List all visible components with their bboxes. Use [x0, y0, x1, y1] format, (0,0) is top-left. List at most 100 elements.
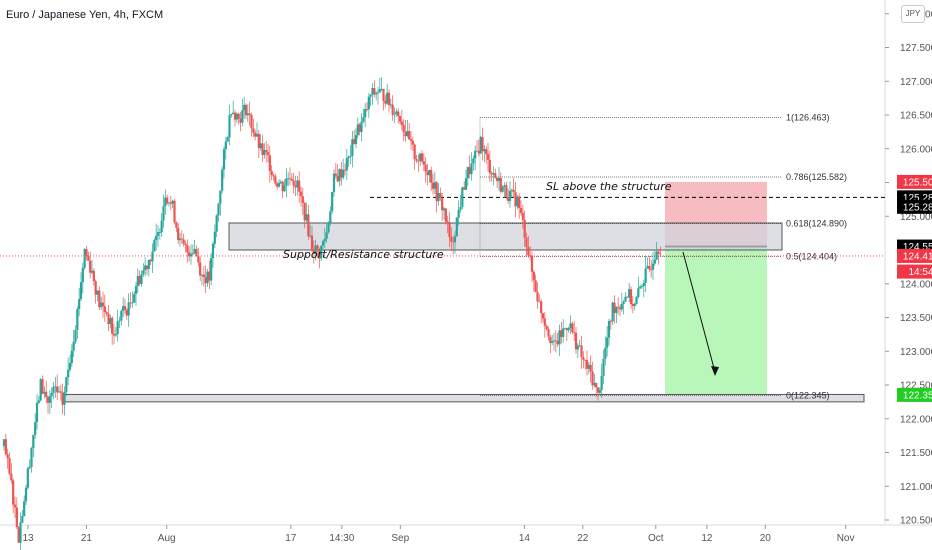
candle-body — [105, 312, 108, 314]
candle-body — [151, 251, 154, 262]
candle-body — [635, 296, 638, 304]
candle-body — [351, 139, 354, 157]
candle-body — [243, 104, 246, 111]
y-tick-label: 122.500 — [900, 381, 932, 392]
candle-body — [578, 345, 581, 347]
currency-button[interactable]: JPY — [901, 5, 925, 23]
candle-body — [118, 320, 121, 322]
candle-body — [521, 212, 524, 220]
candle-body — [268, 155, 271, 171]
resistance-zone — [228, 222, 783, 251]
candle-body — [642, 282, 645, 286]
fib-level-label: 0.5(124.404) — [786, 251, 837, 261]
y-tick-label: 121.000 — [900, 482, 932, 493]
candle-body — [180, 238, 183, 240]
candle-body — [595, 382, 598, 388]
candle-body — [305, 214, 308, 221]
candle-body — [188, 252, 191, 257]
candle-body — [321, 241, 325, 246]
candle-body — [136, 275, 139, 287]
candle-body — [43, 391, 46, 394]
candle-body — [175, 222, 178, 228]
y-tick-label: 125.000 — [900, 212, 932, 223]
candle-body — [589, 364, 592, 372]
candle-body — [602, 358, 605, 376]
y-tick-label: 127.000 — [900, 77, 932, 88]
candle-body — [516, 196, 519, 207]
candle-body — [316, 245, 319, 250]
candle-body — [406, 131, 409, 137]
candle-body — [486, 154, 490, 160]
candle-body — [314, 245, 317, 254]
candle-body — [250, 114, 253, 129]
candle-body — [380, 88, 383, 90]
candle-body — [422, 161, 425, 165]
candle-body — [219, 190, 222, 204]
candle-body — [604, 347, 607, 359]
candle-body — [4, 439, 7, 455]
candle-body — [573, 332, 576, 333]
fib-level-label: 1(126.463) — [786, 112, 830, 122]
candle-body — [134, 286, 138, 294]
candle-body — [593, 382, 596, 386]
candle-body — [103, 306, 106, 313]
candle-body — [659, 253, 662, 255]
candle-body — [510, 189, 513, 191]
candle-body — [364, 109, 367, 118]
candle-body — [318, 249, 321, 259]
structure-annotation: Support/Resistance structure — [283, 248, 444, 261]
price-badge-label: 14:54 — [908, 267, 932, 278]
candle-body — [279, 181, 282, 184]
candle-body — [195, 248, 198, 257]
candle-body — [323, 238, 326, 242]
candle-body — [582, 357, 585, 360]
candle-body — [211, 243, 215, 259]
candle-body — [433, 182, 436, 189]
candle-body — [142, 270, 145, 275]
candle-body — [503, 185, 506, 187]
candle-body — [259, 143, 262, 149]
candle-body — [149, 259, 152, 262]
candle-body — [644, 268, 647, 283]
candle-body — [299, 191, 303, 197]
candle-body — [294, 185, 297, 188]
fib-level-label: 0.786(125.582) — [786, 172, 847, 182]
candle-body — [646, 265, 649, 269]
candle-body — [540, 301, 543, 314]
candle-body — [193, 248, 196, 254]
candle-body — [131, 302, 134, 304]
candle-body — [287, 178, 290, 180]
candle-body — [70, 350, 73, 363]
candle-body — [235, 113, 238, 120]
y-tick-label: 121.500 — [900, 448, 932, 459]
candle-body — [538, 301, 541, 303]
candle-body — [453, 236, 457, 243]
candle-body — [281, 181, 284, 192]
candle-body — [200, 274, 204, 276]
candle-body — [94, 281, 97, 295]
y-tick-label: 122.000 — [900, 414, 932, 425]
candle-body — [68, 362, 72, 370]
y-tick-label: 126.500 — [900, 111, 932, 122]
candle-body — [622, 301, 625, 304]
candle-body — [202, 274, 205, 278]
x-tick-label: 17 — [285, 533, 297, 544]
candle-body — [270, 170, 273, 176]
candle-body — [611, 302, 614, 322]
candle-body — [277, 183, 281, 187]
candle-body — [631, 304, 634, 307]
candle-body — [565, 328, 568, 331]
candle-body — [657, 251, 660, 254]
candle-body — [147, 259, 150, 270]
candle-body — [607, 320, 611, 338]
price-badge-label: 122.353 — [903, 390, 932, 401]
candle-body — [365, 109, 369, 110]
candle-body — [184, 243, 187, 246]
candle-body — [395, 111, 398, 114]
candle-body — [213, 231, 216, 244]
candle-body — [334, 173, 337, 176]
candle-body — [169, 202, 172, 204]
candle-body — [54, 386, 57, 388]
candle-body — [485, 149, 488, 155]
